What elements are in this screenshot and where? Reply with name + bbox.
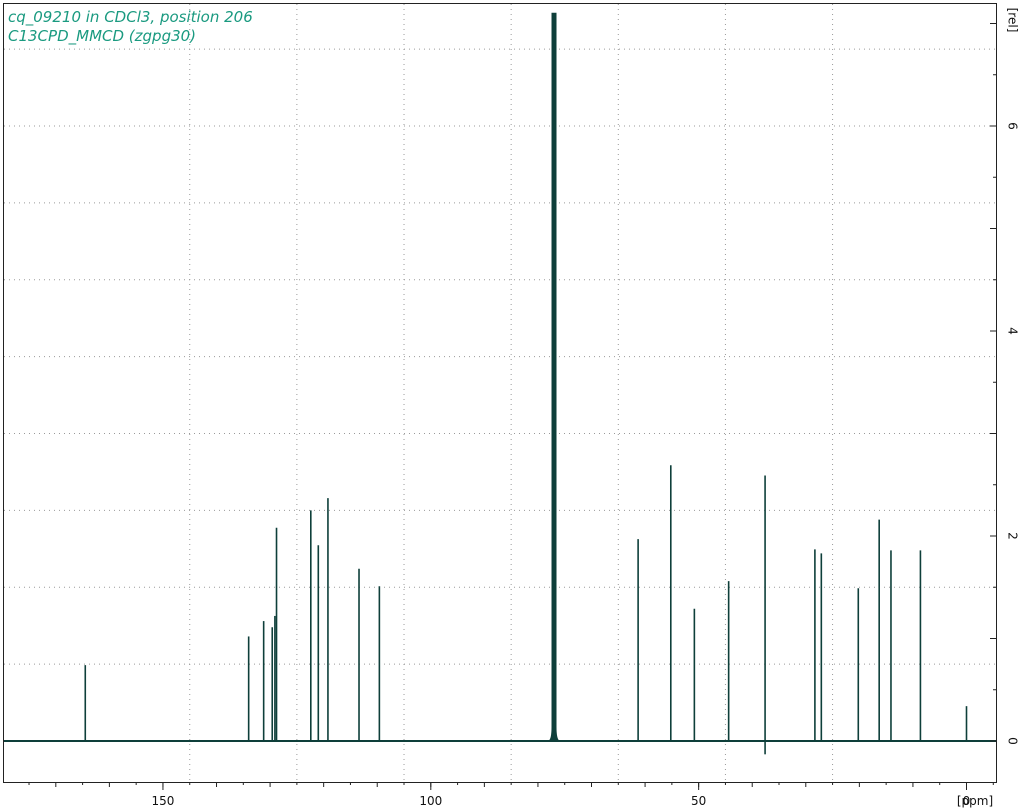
x-tick-label: 50 <box>691 794 706 808</box>
spectrum-trace <box>4 12 996 755</box>
x-axis-unit-label: [ppm] <box>957 794 993 808</box>
y-tick-label: 0 <box>1006 737 1020 745</box>
y-tick-label: 4 <box>1006 327 1020 335</box>
x-tick-label: 0 <box>963 794 971 808</box>
spectrum-peak <box>548 12 560 742</box>
spectrum-subtitle: C13CPD_MMCD (zgpg30) <box>8 27 196 46</box>
y-axis-unit-label: [rel] <box>1006 8 1020 33</box>
x-tick-label: 100 <box>419 794 442 808</box>
x-tick-label: 150 <box>151 794 174 808</box>
spectrum-title: cq_09210 in CDCl3, position 206 <box>8 8 253 27</box>
y-tick-label: 6 <box>1006 122 1020 130</box>
grid-lines <box>4 4 996 782</box>
plot-frame <box>3 3 997 783</box>
y-tick-label: 2 <box>1006 532 1020 540</box>
